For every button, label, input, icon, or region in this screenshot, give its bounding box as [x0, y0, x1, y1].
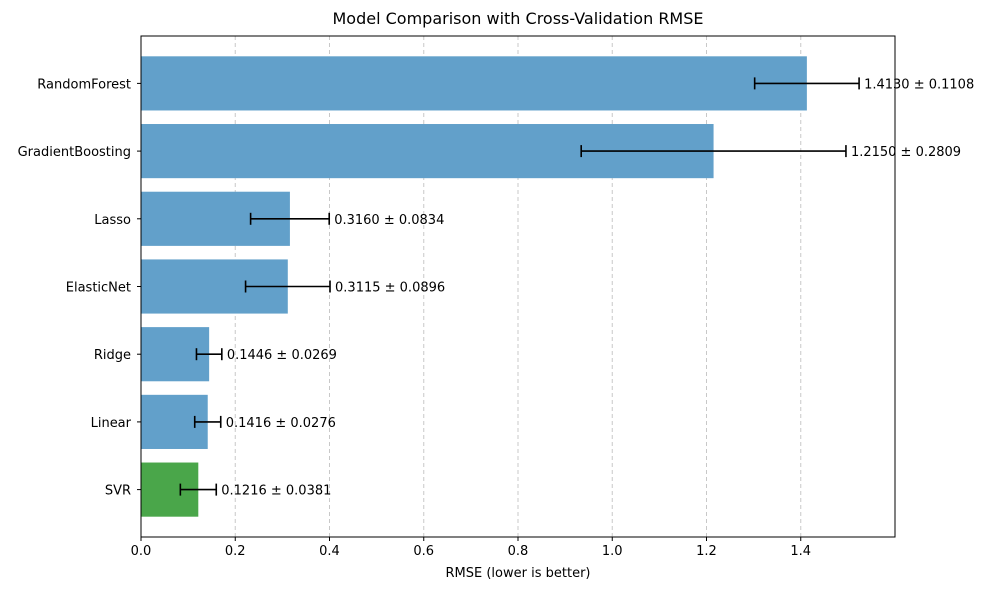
error-bar-randomforest [753, 77, 860, 90]
y-tick-label-elasticnet: ElasticNet [66, 281, 131, 296]
y-tick-label-svr: SVR [105, 484, 131, 499]
y-axis-ticks: RandomForest GradientBoosting Lasso Elastic… [18, 77, 141, 499]
data-label-randomforest: 1.4130 ± 0.1108 [864, 77, 974, 92]
bar-randomforest [141, 56, 807, 111]
error-bars [179, 77, 860, 496]
data-label-gradientboosting: 1.2150 ± 0.2809 [851, 145, 961, 160]
x-tick-label: 0.0 [131, 544, 152, 559]
x-tick-label: 1.0 [602, 544, 623, 559]
data-label-lasso: 0.3160 ± 0.0834 [334, 213, 444, 228]
y-tick-label-randomforest: RandomForest [37, 77, 131, 92]
y-tick-label-gradientboosting: GradientBoosting [18, 145, 131, 160]
y-tick-label-ridge: Ridge [94, 348, 131, 363]
chart-title: Model Comparison with Cross-Validation R… [332, 9, 703, 28]
data-label-elasticnet: 0.3115 ± 0.0896 [335, 281, 445, 296]
error-bar-linear [193, 415, 222, 428]
x-tick-label: 0.4 [319, 544, 340, 559]
x-axis-ticks: 0.0 0.2 0.4 0.6 0.8 1.0 1.2 1.4 [131, 537, 811, 559]
y-tick-label-lasso: Lasso [94, 213, 131, 228]
error-bar-ridge [195, 348, 223, 361]
x-tick-label: 0.2 [225, 544, 246, 559]
error-bar-elasticnet [244, 280, 331, 293]
error-bar-svr [179, 483, 218, 496]
x-tick-label: 0.6 [413, 544, 434, 559]
x-tick-label: 0.8 [508, 544, 529, 559]
bars [141, 56, 807, 517]
data-labels: 1.4130 ± 0.1108 1.2150 ± 0.2809 0.3160 ± 0… [221, 77, 974, 498]
error-bar-gradientboosting [580, 145, 847, 158]
data-label-svr: 0.1216 ± 0.0381 [221, 484, 331, 499]
x-axis-title: RMSE (lower is better) [446, 566, 591, 581]
data-label-ridge: 0.1446 ± 0.0269 [227, 348, 337, 363]
x-tick-label: 1.2 [696, 544, 717, 559]
data-label-linear: 0.1416 ± 0.0276 [226, 416, 336, 431]
y-tick-label-linear: Linear [91, 416, 132, 431]
error-bar-lasso [249, 212, 331, 225]
x-tick-label: 1.4 [790, 544, 811, 559]
